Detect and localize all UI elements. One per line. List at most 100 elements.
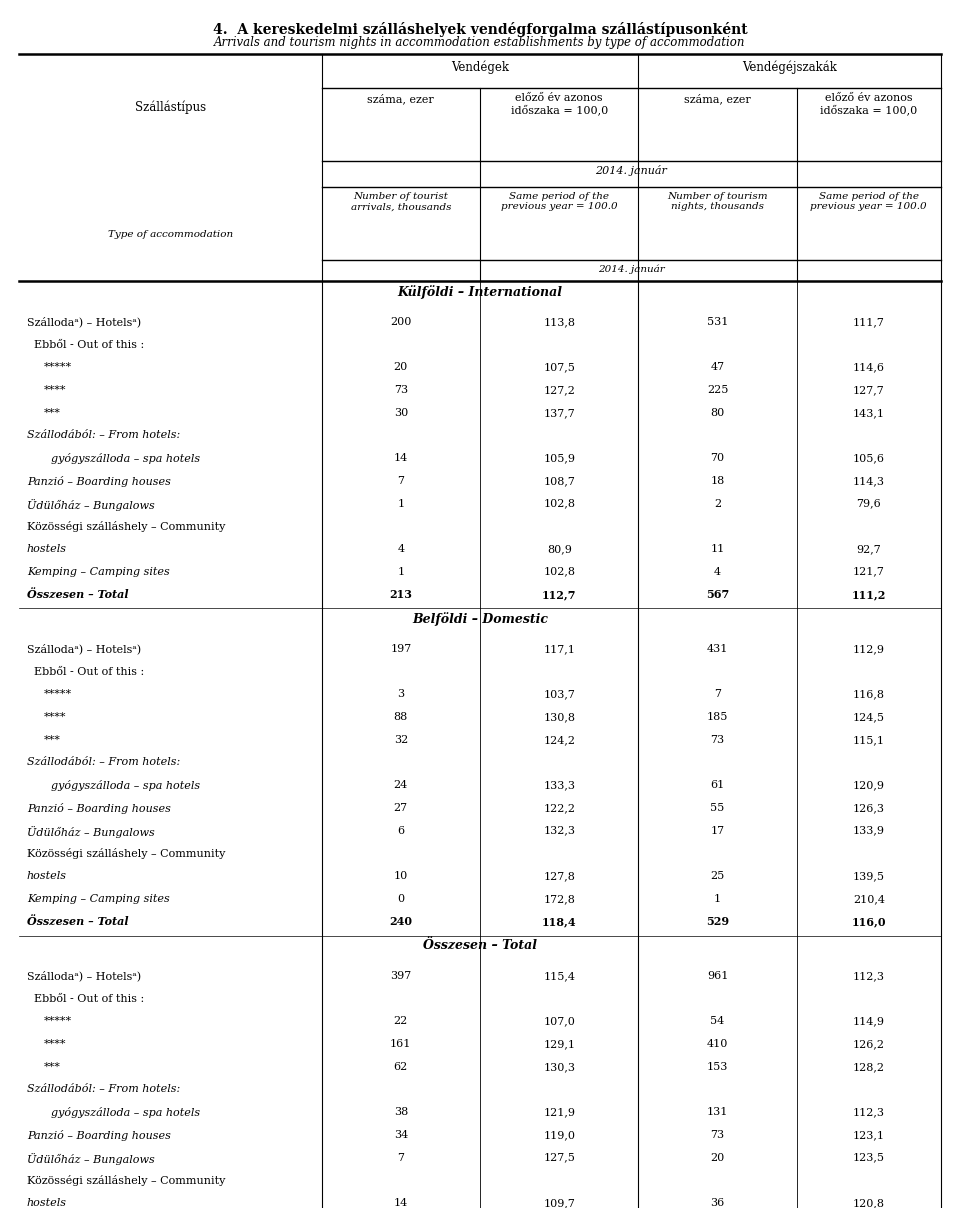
- Text: 73: 73: [710, 1129, 725, 1140]
- Text: 7: 7: [397, 476, 404, 486]
- Text: 108,7: 108,7: [543, 476, 575, 486]
- Text: 102,8: 102,8: [543, 567, 575, 576]
- Text: 143,1: 143,1: [852, 408, 885, 418]
- Text: Szállodaᵃ) – Hotelsᵃ): Szállodaᵃ) – Hotelsᵃ): [27, 971, 141, 982]
- Text: 118,4: 118,4: [541, 917, 577, 928]
- Text: 123,5: 123,5: [852, 1152, 885, 1162]
- Text: Külföldi – International: Külföldi – International: [397, 285, 563, 298]
- Text: Szállodából: – From hotels:: Szállodából: – From hotels:: [27, 430, 180, 441]
- Text: 112,3: 112,3: [852, 1108, 885, 1117]
- Text: hostels: hostels: [27, 1198, 67, 1208]
- Text: 6: 6: [397, 825, 404, 836]
- Text: 73: 73: [394, 385, 408, 395]
- Text: 112,7: 112,7: [542, 590, 576, 600]
- Text: 119,0: 119,0: [543, 1129, 575, 1140]
- Text: Közösségi szálláshely – Community: Közösségi szálláshely – Community: [27, 848, 226, 859]
- Text: 213: 213: [390, 590, 412, 600]
- Text: 107,5: 107,5: [543, 362, 575, 372]
- Text: 116,8: 116,8: [852, 690, 885, 699]
- Text: 11: 11: [710, 544, 725, 554]
- Text: ****: ****: [44, 712, 66, 722]
- Text: 92,7: 92,7: [856, 544, 881, 554]
- Text: 4: 4: [397, 544, 404, 554]
- Text: Panzió – Boarding houses: Panzió – Boarding houses: [27, 476, 171, 487]
- Text: Összesen – Total: Összesen – Total: [27, 917, 129, 928]
- Text: 120,8: 120,8: [852, 1198, 885, 1208]
- Text: 2014. január: 2014. január: [595, 165, 667, 176]
- Text: 105,6: 105,6: [852, 453, 885, 463]
- Text: 47: 47: [710, 362, 725, 372]
- Text: 27: 27: [394, 803, 408, 813]
- Text: 14: 14: [394, 453, 408, 463]
- Text: 126,2: 126,2: [852, 1039, 885, 1049]
- Text: Összesen – Total: Összesen – Total: [423, 939, 537, 952]
- Text: gyógyszálloda – spa hotels: gyógyszálloda – spa hotels: [44, 780, 201, 791]
- Text: 127,8: 127,8: [543, 871, 575, 881]
- Text: 10: 10: [394, 871, 408, 881]
- Text: ***: ***: [44, 1062, 61, 1071]
- Text: Vendégéjszakák: Vendégéjszakák: [742, 60, 837, 74]
- Text: ***: ***: [44, 734, 61, 745]
- Text: Number of tourism
nights, thousands: Number of tourism nights, thousands: [667, 192, 768, 211]
- Text: Ebből - Out of this :: Ebből - Out of this :: [27, 667, 144, 676]
- Text: 131: 131: [707, 1108, 729, 1117]
- Text: 38: 38: [394, 1108, 408, 1117]
- Text: 20: 20: [710, 1152, 725, 1162]
- Text: 117,1: 117,1: [543, 644, 575, 654]
- Text: 80: 80: [710, 408, 725, 418]
- Text: 61: 61: [710, 780, 725, 790]
- Text: 127,5: 127,5: [543, 1152, 575, 1162]
- Text: száma, ezer: száma, ezer: [684, 93, 751, 104]
- Text: 121,7: 121,7: [852, 567, 885, 576]
- Text: Arrivals and tourism nights in accommodation establishments by type of accommoda: Arrivals and tourism nights in accommoda…: [214, 36, 746, 50]
- Text: 18: 18: [710, 476, 725, 486]
- Text: 121,9: 121,9: [543, 1108, 575, 1117]
- Text: Ebből - Out of this :: Ebből - Out of this :: [27, 994, 144, 1004]
- Text: Panzió – Boarding houses: Panzió – Boarding houses: [27, 1129, 171, 1140]
- Text: 130,8: 130,8: [543, 712, 575, 722]
- Text: 124,5: 124,5: [852, 712, 885, 722]
- Text: Kemping – Camping sites: Kemping – Camping sites: [27, 567, 170, 576]
- Text: 17: 17: [710, 825, 725, 836]
- Text: 1: 1: [397, 567, 404, 576]
- Text: Szállodaᵃ) – Hotelsᵃ): Szállodaᵃ) – Hotelsᵃ): [27, 644, 141, 655]
- Text: 128,2: 128,2: [852, 1062, 885, 1071]
- Text: száma, ezer: száma, ezer: [368, 93, 434, 104]
- Text: előző év azonos
időszaka = 100,0: előző év azonos időszaka = 100,0: [511, 93, 608, 116]
- Text: 116,0: 116,0: [852, 917, 886, 928]
- Text: 133,9: 133,9: [852, 825, 885, 836]
- Text: Összesen – Total: Összesen – Total: [27, 590, 129, 600]
- Text: Szállodaᵃ) – Hotelsᵃ): Szállodaᵃ) – Hotelsᵃ): [27, 316, 141, 327]
- Text: 30: 30: [394, 408, 408, 418]
- Text: *****: *****: [44, 1016, 72, 1027]
- Text: *****: *****: [44, 690, 72, 699]
- Text: 137,7: 137,7: [543, 408, 575, 418]
- Text: 112,3: 112,3: [852, 971, 885, 981]
- Text: hostels: hostels: [27, 871, 67, 881]
- Text: 32: 32: [394, 734, 408, 745]
- Text: gyógyszálloda – spa hotels: gyógyszálloda – spa hotels: [44, 1108, 201, 1119]
- Text: 431: 431: [707, 644, 729, 654]
- Text: 161: 161: [390, 1039, 412, 1049]
- Text: hostels: hostels: [27, 544, 67, 554]
- Text: 4.  A kereskedelmi szálláshelyek vendégforgalma szállástípusonként: 4. A kereskedelmi szálláshelyek vendégfo…: [213, 22, 747, 36]
- Text: 0: 0: [397, 894, 404, 904]
- Text: 24: 24: [394, 780, 408, 790]
- Text: 115,4: 115,4: [543, 971, 575, 981]
- Text: 172,8: 172,8: [543, 894, 575, 904]
- Text: 123,1: 123,1: [852, 1129, 885, 1140]
- Text: 103,7: 103,7: [543, 690, 575, 699]
- Text: 139,5: 139,5: [852, 871, 885, 881]
- Text: 567: 567: [706, 590, 730, 600]
- Text: 55: 55: [710, 803, 725, 813]
- Text: 54: 54: [710, 1016, 725, 1027]
- Text: 126,3: 126,3: [852, 803, 885, 813]
- Text: 79,6: 79,6: [856, 499, 881, 509]
- Text: 102,8: 102,8: [543, 499, 575, 509]
- Text: 114,9: 114,9: [852, 1016, 885, 1027]
- Text: Üdülőház – Bungalows: Üdülőház – Bungalows: [27, 1152, 155, 1165]
- Text: 20: 20: [394, 362, 408, 372]
- Text: Szállástípus: Szállástípus: [134, 100, 206, 115]
- Text: 80,9: 80,9: [547, 544, 571, 554]
- Text: 107,0: 107,0: [543, 1016, 575, 1027]
